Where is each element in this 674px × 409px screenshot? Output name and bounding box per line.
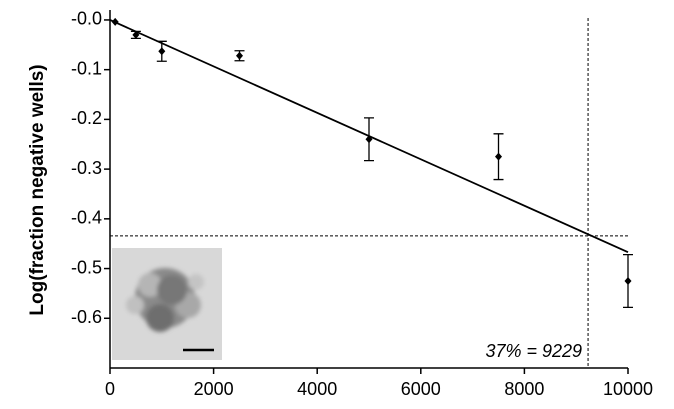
y-tick-label: -0.0 (71, 9, 102, 29)
x-tick-label: 2000 (194, 379, 234, 399)
point (495, 152, 502, 161)
y-tick-label: -0.1 (71, 58, 102, 78)
y-tick-label: -0.6 (71, 307, 102, 327)
x-tick-label: 10000 (603, 379, 653, 399)
y-tick-label: -0.5 (71, 257, 102, 277)
x-tick-label: 4000 (297, 379, 337, 399)
point (236, 51, 243, 60)
inset-image (112, 248, 222, 360)
point (111, 17, 119, 26)
point (158, 47, 166, 56)
x-tick-label: 0 (105, 379, 115, 399)
y-axis-label: Log(fraction negative wells) (27, 64, 48, 315)
point (624, 276, 632, 285)
y-tick-label: -0.3 (71, 158, 102, 178)
y-tick-label: -0.2 (71, 108, 102, 128)
point (132, 30, 140, 39)
annotation: 37% = 9229 (485, 341, 582, 361)
x-tick-label: 6000 (401, 379, 441, 399)
x-tick-label: 8000 (504, 379, 544, 399)
y-tick-label: -0.4 (71, 208, 102, 228)
point (365, 135, 373, 144)
